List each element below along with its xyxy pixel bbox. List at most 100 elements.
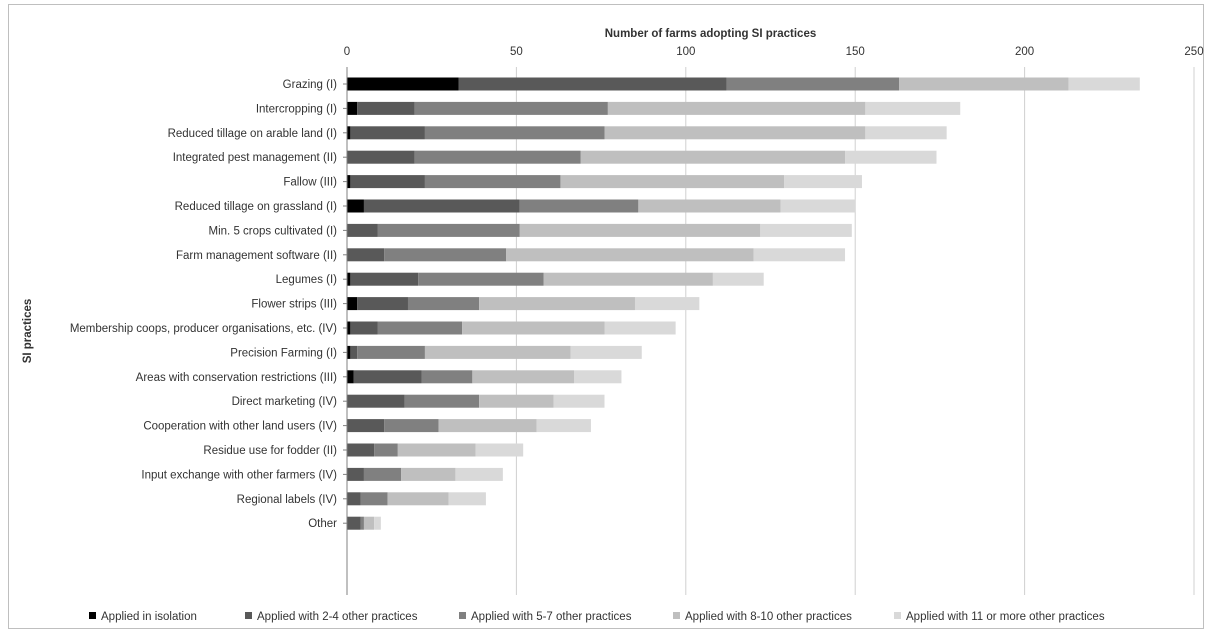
bar-segment	[357, 345, 425, 359]
bar-segment	[347, 467, 364, 481]
bar-segment	[374, 516, 381, 530]
bar-segment	[347, 126, 351, 140]
bars	[347, 77, 1140, 530]
bar-segment	[347, 516, 361, 530]
legend-swatch	[459, 612, 466, 619]
bar-segment	[350, 321, 378, 335]
bar-segment	[638, 199, 781, 213]
bar-segment	[347, 272, 351, 286]
bar-segment	[604, 126, 866, 140]
legend-swatch	[894, 612, 901, 619]
bar-segment	[357, 297, 408, 311]
bar-segment	[712, 272, 764, 286]
bar-segment	[604, 321, 676, 335]
category-label: Direct marketing (IV)	[232, 396, 338, 408]
bar-segment	[780, 199, 856, 213]
category-label: Grazing (I)	[283, 79, 337, 91]
bar-segment	[479, 394, 554, 408]
bar-segment	[347, 321, 351, 335]
bar-segment	[360, 516, 364, 530]
bar-segment	[634, 297, 700, 311]
x-tick-label: 250	[1184, 46, 1203, 58]
bar-segment	[350, 345, 358, 359]
bar-segment	[580, 150, 846, 164]
bar-segment	[424, 175, 561, 189]
category-label: Input exchange with other farmers (IV)	[141, 469, 337, 481]
category-label: Reduced tillage on grassland (I)	[175, 201, 338, 213]
bar-segment	[387, 492, 449, 506]
bar-segment	[347, 175, 351, 189]
bar-segment	[414, 101, 608, 115]
bar-segment	[347, 345, 351, 359]
category-label: Integrated pest management (II)	[173, 152, 337, 164]
bar-segment	[455, 467, 503, 481]
category-label: Precision Farming (I)	[230, 347, 337, 359]
bar-segment	[479, 297, 635, 311]
bar-segment	[374, 443, 398, 457]
x-tick-label: 100	[676, 46, 695, 58]
bar-segment	[357, 101, 415, 115]
bar-segment	[347, 492, 361, 506]
legend-label: Applied in isolation	[101, 611, 197, 623]
bar-segment	[418, 272, 544, 286]
category-label: Legumes (I)	[276, 274, 338, 286]
bar-segment	[384, 248, 507, 262]
bar-segment	[407, 297, 480, 311]
category-label: Other	[308, 518, 337, 530]
bar-segment	[363, 199, 520, 213]
category-label: Farm management software (II)	[176, 250, 337, 262]
bar-segment	[347, 443, 375, 457]
x-tick-label: 0	[344, 46, 350, 58]
bar-segment	[1068, 77, 1140, 91]
bar-segment	[414, 150, 581, 164]
legend-label: Applied with 5-7 other practices	[471, 611, 632, 623]
y-axis-title: SI practices	[22, 299, 34, 364]
category-label: Residue use for fodder (II)	[203, 445, 337, 457]
bar-segment	[472, 370, 574, 384]
bar-segment	[347, 223, 378, 237]
bar-segment	[347, 419, 385, 433]
bar-segment	[845, 150, 937, 164]
bar-segment	[353, 370, 422, 384]
bar-segment	[377, 223, 520, 237]
bar-segment	[784, 175, 862, 189]
bar-segment	[421, 370, 473, 384]
bar-segment	[347, 394, 405, 408]
category-label: Membership coops, producer organisations…	[70, 323, 337, 335]
bar-segment	[347, 101, 358, 115]
bar-segment	[519, 223, 761, 237]
bar-segment	[397, 443, 476, 457]
category-label: Areas with conservation restrictions (II…	[136, 372, 337, 384]
bar-segment	[347, 370, 354, 384]
bar-segment	[377, 321, 463, 335]
bar-segment	[363, 516, 375, 530]
x-tick-label: 200	[1015, 46, 1034, 58]
bar-segment	[760, 223, 852, 237]
bar-segment	[347, 199, 364, 213]
bar-segment	[347, 248, 385, 262]
category-label: Regional labels (IV)	[237, 494, 338, 506]
legend-swatch	[89, 612, 96, 619]
axes: 0 50 100 150 200 250 Grazing (I) Intercropping …	[70, 46, 1204, 595]
stacked-bar-chart: 0 50 100 150 200 250 Grazing (I) Intercropping …	[22, 28, 1204, 623]
bar-segment	[462, 321, 605, 335]
category-label: Reduced tillage on arable land (I)	[168, 128, 338, 140]
bar-segment	[573, 370, 622, 384]
bar-segment	[560, 175, 785, 189]
bar-segment	[404, 394, 480, 408]
x-axis-title: Number of farms adopting SI practices	[605, 28, 817, 40]
bar-segment	[347, 77, 459, 91]
bar-segment	[360, 492, 388, 506]
bar-segment	[350, 272, 419, 286]
legend-label: Applied with 8-10 other practices	[685, 611, 852, 623]
bar-segment	[347, 150, 415, 164]
legend-label: Applied with 2-4 other practices	[257, 611, 418, 623]
bar-segment	[448, 492, 486, 506]
legend-label: Applied with 11 or more other practices	[906, 611, 1105, 623]
bar-segment	[363, 467, 402, 481]
x-tick-label: 50	[510, 46, 523, 58]
chart-frame: 0 50 100 150 200 250 Grazing (I) Intercropping …	[8, 4, 1204, 629]
bar-segment	[350, 126, 425, 140]
bar-segment	[899, 77, 1069, 91]
bar-segment	[506, 248, 754, 262]
